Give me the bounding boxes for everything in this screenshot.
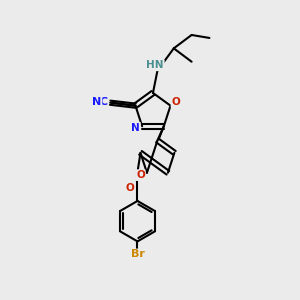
Text: O: O — [172, 97, 180, 107]
Text: O: O — [126, 184, 134, 194]
Text: HN: HN — [146, 60, 164, 70]
Text: N: N — [92, 97, 101, 106]
Text: Br: Br — [130, 250, 144, 260]
Text: O: O — [136, 170, 145, 180]
Text: N: N — [131, 123, 140, 133]
Text: C: C — [100, 97, 108, 106]
